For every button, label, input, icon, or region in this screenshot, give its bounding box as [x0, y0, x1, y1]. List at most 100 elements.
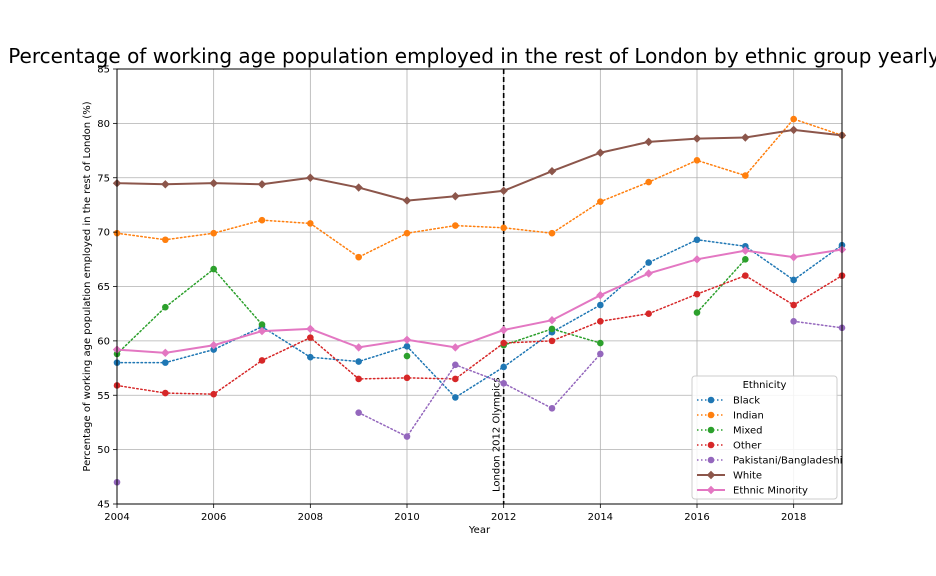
legend-item-white: White	[697, 471, 762, 482]
data-point-black	[645, 259, 652, 266]
series-pakistani-bangladeshi	[113, 318, 846, 486]
legend-item-pakistani-bangladeshi: Pakistani/Bangladeshi	[697, 456, 842, 467]
x-tick-label: 2012	[491, 512, 516, 523]
data-point-ethnic-minority	[644, 269, 653, 278]
series-line-pakistani-bangladeshi	[357, 353, 602, 438]
x-tick-label: 2010	[394, 512, 419, 523]
legend: Ethnicity Black Indian Mixed Other Pakistani…	[691, 375, 842, 500]
y-tick-label: 55	[97, 391, 110, 402]
data-point-ethnic-minority	[692, 255, 702, 264]
series-line-pakistani-bangladeshi	[792, 320, 843, 329]
data-point-black	[500, 363, 507, 371]
data-point-other	[790, 301, 797, 309]
y-axis: 45 50 55 60 65 70 75 80 85	[97, 65, 117, 511]
series-white	[112, 125, 847, 205]
data-point-white	[596, 148, 605, 157]
y-tick-label: 80	[97, 119, 110, 130]
data-point-white	[306, 173, 315, 182]
data-point-black	[742, 242, 749, 250]
data-point-other	[597, 318, 604, 325]
data-point-pakistani-bangladeshi	[452, 361, 459, 369]
legend-item-black: Black	[697, 396, 760, 407]
data-point-mixed	[162, 303, 169, 311]
data-point-indian	[355, 253, 362, 261]
data-point-mixed	[693, 309, 701, 316]
data-point-indian	[645, 178, 652, 186]
data-point-white	[692, 134, 702, 143]
data-point-white	[402, 196, 412, 205]
y-tick-label: 60	[97, 336, 110, 347]
data-point-mixed	[742, 256, 749, 263]
data-point-other	[162, 389, 169, 397]
series-line-mixed	[696, 258, 747, 314]
data-point-indian	[162, 236, 169, 244]
y-tick-label: 50	[97, 445, 110, 456]
data-point-indian	[693, 157, 701, 164]
data-point-white	[789, 125, 798, 135]
data-point-pakistani-bangladeshi	[355, 409, 362, 416]
legend-marker	[707, 426, 715, 434]
data-point-black	[693, 236, 701, 244]
data-point-other	[452, 375, 459, 383]
data-point-other	[210, 390, 217, 398]
x-tick-label: 2004	[104, 512, 129, 523]
series-line-ethnic-minority	[116, 248, 843, 354]
data-point-ethnic-minority	[741, 246, 750, 255]
data-point-ethnic-minority	[209, 341, 218, 350]
data-point-ethnic-minority	[789, 252, 798, 262]
data-point-white	[741, 133, 750, 142]
data-point-indian	[452, 222, 459, 229]
legend-marker	[706, 470, 716, 480]
data-point-ethnic-minority	[596, 291, 605, 300]
series-group	[112, 115, 847, 486]
legend-items: Black Indian Mixed Other Pakistani/Banglades…	[697, 396, 842, 497]
series-line-other	[116, 274, 843, 395]
y-tick-label: 85	[97, 65, 110, 76]
data-point-indian	[403, 229, 411, 237]
data-point-white	[354, 183, 363, 192]
data-point-indian	[742, 172, 749, 179]
data-point-other	[693, 290, 701, 298]
data-point-ethnic-minority	[402, 335, 412, 344]
legend-label: Mixed	[733, 426, 763, 437]
legend-title: Ethnicity	[743, 380, 787, 391]
olympics-label: London 2012 Olympics	[492, 377, 503, 492]
data-point-other	[500, 339, 507, 347]
data-point-ethnic-minority	[306, 324, 315, 334]
data-point-mixed	[258, 321, 266, 328]
legend-item-mixed: Mixed	[697, 426, 763, 437]
data-point-black	[452, 394, 459, 401]
data-point-pakistani-bangladeshi	[790, 318, 797, 325]
data-point-other	[355, 375, 362, 383]
x-tick-label: 2006	[201, 512, 226, 523]
data-point-black	[210, 346, 217, 353]
data-point-white	[451, 192, 460, 201]
series-line-indian	[116, 118, 843, 259]
data-point-indian	[597, 198, 604, 205]
data-point-black	[162, 359, 169, 366]
legend-marker	[706, 485, 716, 495]
data-point-white	[644, 137, 653, 147]
data-point-indian	[548, 229, 556, 237]
y-axis-label: Percentage of working age population emp…	[82, 101, 93, 471]
data-point-ethnic-minority	[451, 343, 460, 352]
series-line-white	[116, 128, 843, 202]
legend-label: Indian	[733, 411, 764, 422]
data-point-indian	[790, 115, 797, 123]
data-point-white	[547, 167, 557, 176]
data-point-ethnic-minority	[354, 343, 363, 352]
legend-label: Ethnic Minority	[733, 486, 808, 497]
y-tick-label: 70	[97, 228, 110, 239]
chart-title: Percentage of working age population emp…	[8, 44, 936, 68]
y-tick-label: 75	[97, 173, 110, 184]
series-ethnic-minority	[112, 245, 847, 358]
data-point-pakistani-bangladeshi	[548, 405, 556, 412]
data-point-mixed	[210, 265, 217, 273]
data-point-white	[209, 178, 218, 188]
data-point-mixed	[597, 339, 604, 347]
data-point-indian	[210, 229, 217, 237]
y-tick-label: 45	[97, 500, 110, 511]
data-point-other	[742, 272, 749, 279]
data-point-ethnic-minority	[499, 325, 508, 335]
